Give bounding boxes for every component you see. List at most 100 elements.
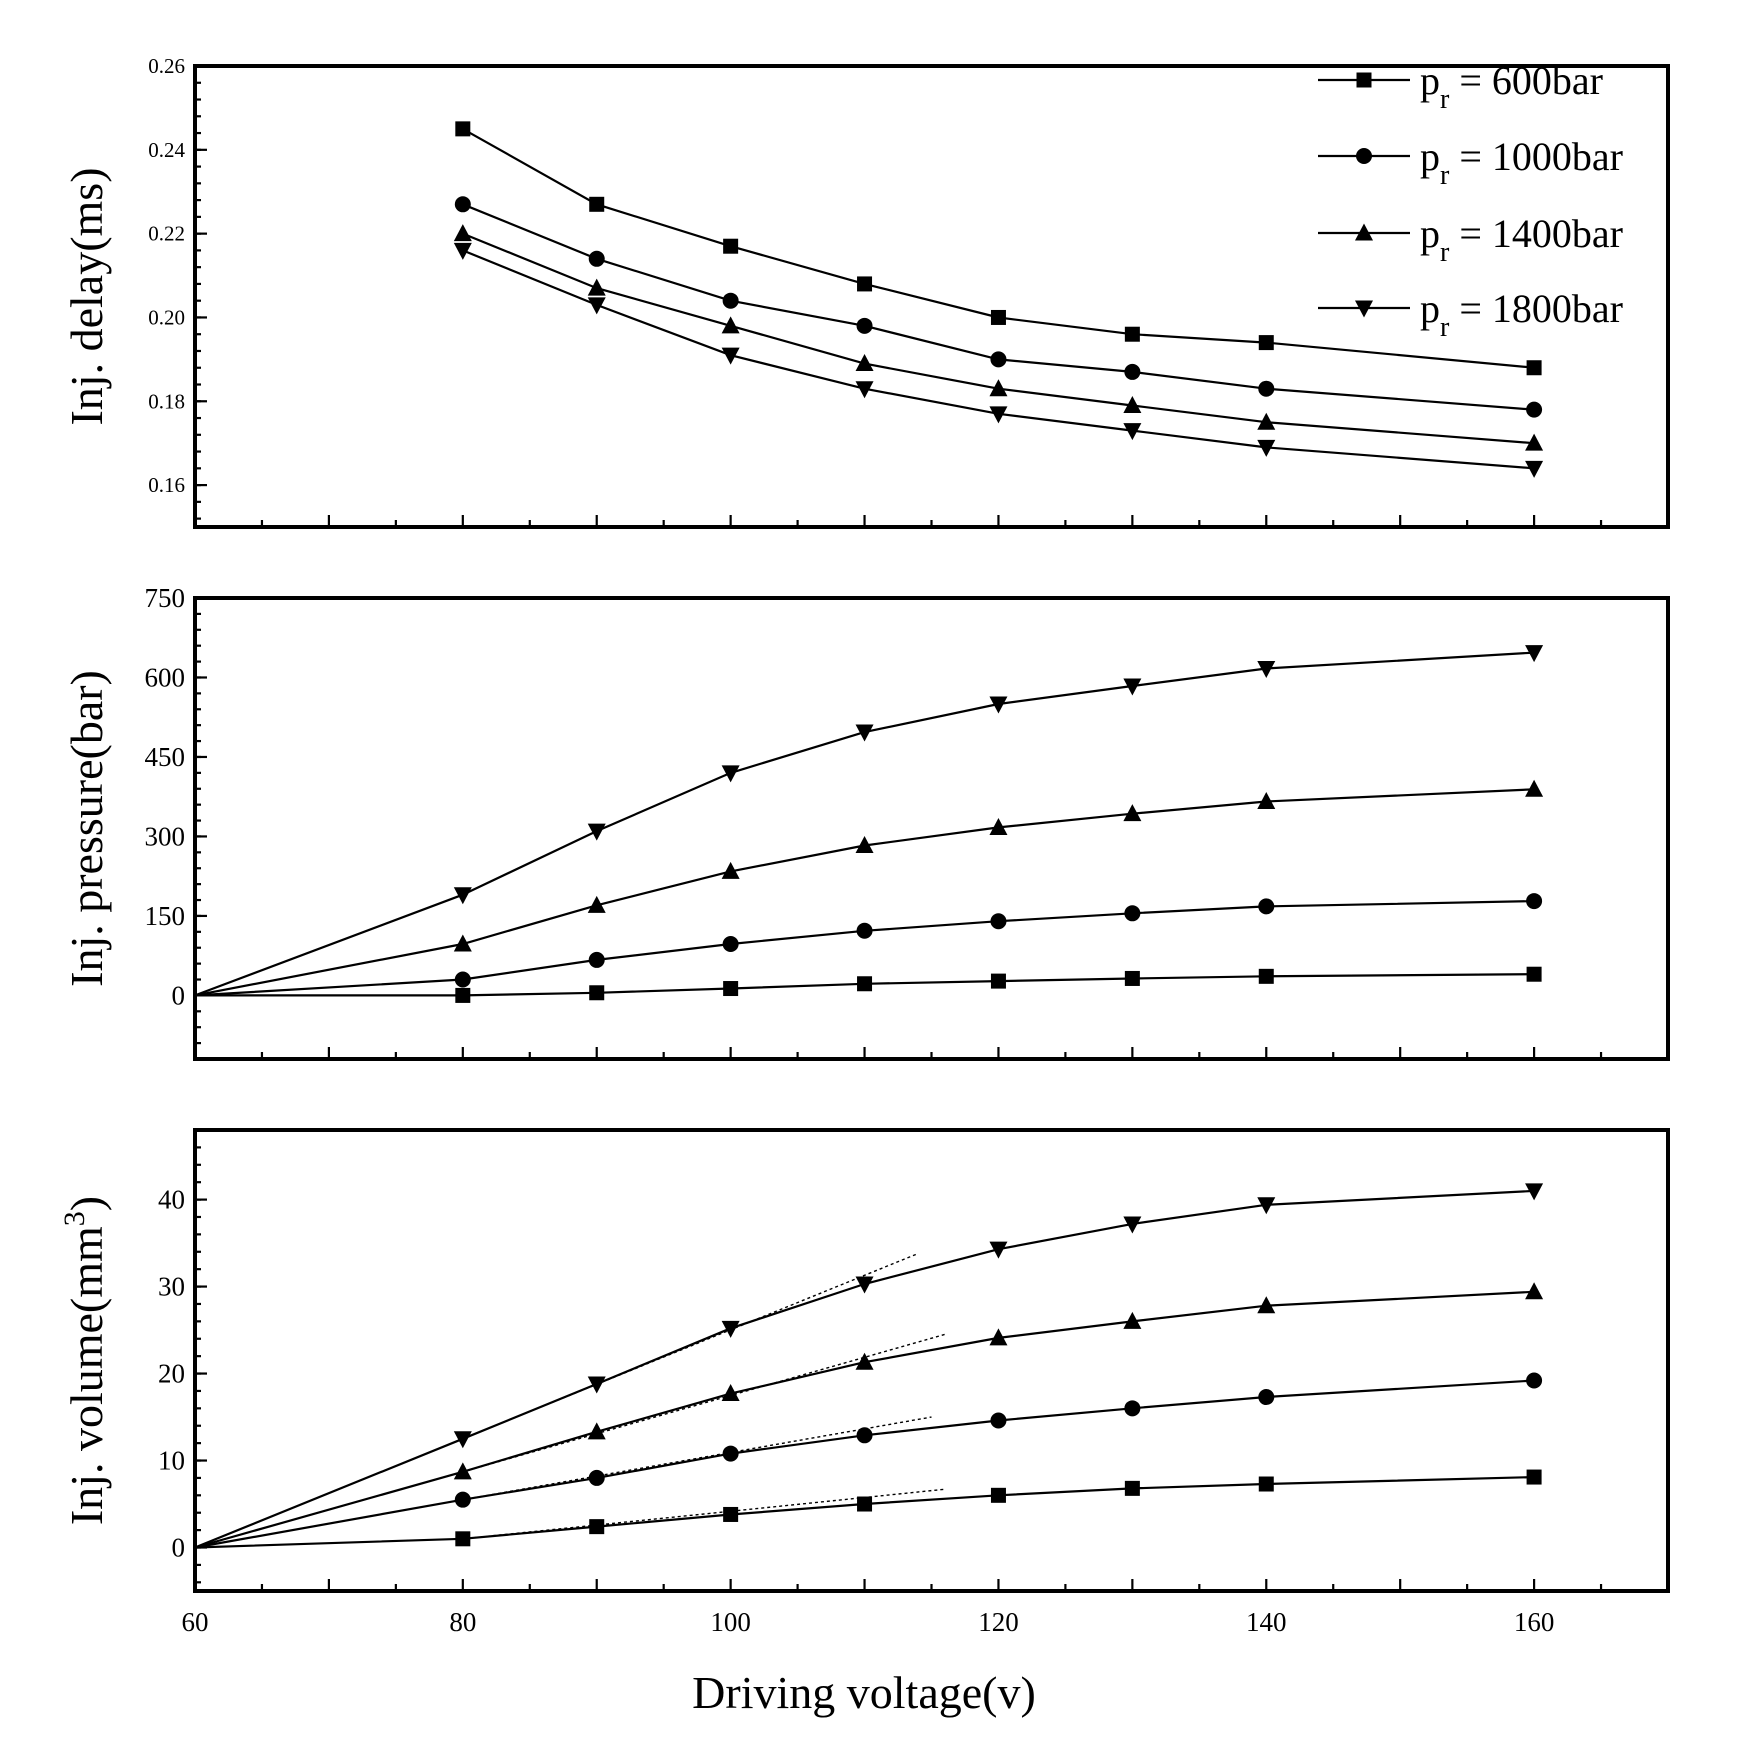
data-point: [1123, 1311, 1142, 1329]
plot-frame: [193, 1128, 1670, 1593]
legend-marker: [1355, 223, 1373, 241]
series-line: [462, 127, 1535, 369]
x-axis-title: Driving voltage(v): [692, 1667, 1036, 1718]
data-point: [989, 406, 1008, 424]
series-line: [462, 249, 1535, 470]
data-point: [1124, 905, 1141, 922]
data-point: [1525, 460, 1544, 478]
data-point: [455, 1531, 471, 1547]
data-point: [723, 238, 739, 254]
data-point: [587, 278, 606, 296]
data-point: [721, 316, 740, 334]
data-point: [1258, 968, 1274, 984]
data-point: [721, 1384, 740, 1402]
data-point: [989, 1328, 1008, 1346]
series-triangle-down: [194, 645, 1544, 997]
data-point: [1123, 423, 1142, 441]
data-point: [587, 297, 606, 315]
data-point: [455, 987, 471, 1003]
data-point: [1124, 1480, 1140, 1496]
y-tick-label: 0: [172, 1533, 186, 1563]
data-point: [857, 1496, 873, 1512]
data-point: [1526, 893, 1543, 910]
y-axis-title: Inj. pressure(bar): [61, 670, 112, 987]
legend-label: pr = 600bar: [1420, 58, 1603, 115]
data-point: [453, 224, 472, 242]
data-point: [1526, 1372, 1543, 1389]
y-tick-label: 0.26: [148, 54, 185, 78]
data-point: [1124, 970, 1140, 986]
data-point: [1525, 1282, 1544, 1300]
series-circle: [454, 196, 1543, 418]
data-point: [589, 1519, 605, 1535]
data-point: [453, 1462, 472, 1480]
series-square: [195, 966, 1542, 1003]
panel-3: 0 10 20 30 40 60 80 100 120 140 160 Inj. volume(mm3…: [58, 1128, 1670, 1637]
data-point: [589, 196, 605, 212]
data-point: [1257, 1197, 1276, 1215]
series-triangle-up: [194, 1282, 1544, 1549]
legend-marker: [1356, 148, 1372, 164]
data-point: [1258, 898, 1275, 915]
y-tick-label: 20: [158, 1359, 185, 1389]
y-tick-label: 0.18: [148, 389, 185, 413]
data-point: [721, 765, 740, 783]
plot-frame: [193, 596, 1670, 1061]
series-triangle-up: [194, 779, 1544, 997]
legend-marker: [1355, 300, 1373, 318]
data-point: [989, 696, 1008, 714]
panel-1: 0.16 0.18 0.20 0.22 0.24 0.26 Inj. delay(ms): [61, 54, 1670, 529]
slope-guide-line: [462, 1252, 919, 1440]
data-point: [1526, 1469, 1542, 1485]
data-point: [587, 1422, 606, 1440]
series-line: [462, 203, 1535, 411]
data-point: [453, 934, 472, 952]
data-point: [1526, 360, 1542, 376]
legend-entry: pr = 1000bar: [1318, 134, 1623, 191]
data-point: [453, 1431, 472, 1449]
data-point: [1257, 660, 1276, 678]
data-point: [856, 922, 873, 939]
legend-marker: [1356, 72, 1372, 88]
data-point: [453, 887, 472, 905]
data-point: [1526, 401, 1543, 418]
data-point: [857, 276, 873, 292]
series-triangle-up: [453, 224, 1544, 451]
data-point: [588, 250, 605, 267]
data-point: [856, 1427, 873, 1444]
y-tick-label: 40: [158, 1185, 185, 1215]
data-point: [1258, 380, 1275, 397]
data-point: [721, 347, 740, 365]
data-point: [1123, 804, 1142, 822]
legend-label: pr = 1800bar: [1420, 286, 1623, 343]
data-point: [990, 309, 1006, 325]
y-tick-label: 300: [145, 821, 186, 851]
data-point: [855, 724, 874, 742]
legend-entry: pr = 1400bar: [1318, 211, 1623, 268]
data-point: [722, 1445, 739, 1462]
y-tick-label: 0.16: [148, 473, 185, 497]
data-point: [990, 1487, 1006, 1503]
legend-label: pr = 1000bar: [1420, 134, 1623, 191]
data-point: [1525, 645, 1544, 663]
y-tick-label: 450: [145, 742, 186, 772]
data-point: [990, 351, 1007, 368]
x-tick-label: 60: [182, 1607, 209, 1637]
data-point: [587, 823, 606, 841]
data-point: [1525, 779, 1544, 797]
data-point: [1257, 412, 1276, 430]
data-point: [1526, 966, 1542, 982]
x-tick-label: 140: [1246, 1607, 1287, 1637]
data-point: [589, 985, 605, 1001]
data-point: [722, 292, 739, 309]
data-point: [855, 381, 874, 399]
series-circle: [194, 1372, 1543, 1549]
data-point: [1123, 1216, 1142, 1234]
panel-2: 0 150 300 450 600 750 Inj. pressure(bar): [61, 583, 1670, 1061]
data-point: [588, 1469, 605, 1486]
x-tick-label: 100: [710, 1607, 751, 1637]
data-point: [989, 817, 1008, 835]
x-tick-label: 160: [1514, 1607, 1555, 1637]
data-point: [855, 1352, 874, 1370]
